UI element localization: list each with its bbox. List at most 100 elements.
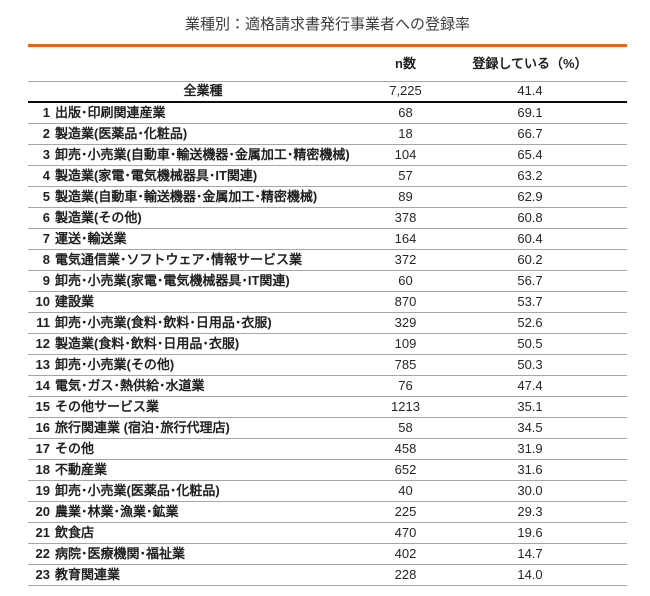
row-pct: 60.4 bbox=[433, 228, 627, 250]
table-row: 19 卸売･小売業(医薬品･化粧品) 40 30.0 bbox=[28, 480, 627, 502]
row-label: 建設業 bbox=[55, 293, 95, 309]
row-label: 製造業(家電･電気機械器具･IT関連) bbox=[55, 167, 258, 183]
row-n: 40 bbox=[378, 480, 433, 502]
row-rank: 20 bbox=[35, 503, 50, 519]
row-pct: 65.4 bbox=[433, 144, 627, 166]
row-n: 470 bbox=[378, 522, 433, 544]
row-pct: 30.0 bbox=[433, 480, 627, 502]
row-n: 329 bbox=[378, 312, 433, 334]
row-pct: 53.7 bbox=[433, 291, 627, 313]
row-label: その他サービス業 bbox=[55, 398, 160, 414]
row-rank: 6 bbox=[42, 209, 50, 225]
header-industry bbox=[28, 47, 378, 82]
row-pct: 14.0 bbox=[433, 564, 627, 586]
row-n: 18 bbox=[378, 123, 433, 145]
row-n: 1213 bbox=[378, 396, 433, 418]
total-row: 全業種 7,225 41.4 bbox=[28, 81, 627, 103]
row-pct: 52.6 bbox=[433, 312, 627, 334]
row-n: 228 bbox=[378, 564, 433, 586]
row-label: 製造業(その他) bbox=[55, 209, 142, 225]
row-rank: 21 bbox=[35, 524, 50, 540]
row-n: 57 bbox=[378, 165, 433, 187]
row-rank: 15 bbox=[35, 398, 50, 414]
row-n: 652 bbox=[378, 459, 433, 481]
row-n: 104 bbox=[378, 144, 433, 166]
table-row: 1 出版･印刷関連産業 68 69.1 bbox=[28, 102, 627, 124]
row-label: 卸売･小売業(医薬品･化粧品) bbox=[55, 482, 220, 498]
total-label: 全業種 bbox=[28, 81, 378, 103]
row-rank: 10 bbox=[35, 293, 50, 309]
row-pct: 69.1 bbox=[433, 102, 627, 124]
row-rank: 7 bbox=[42, 230, 50, 246]
row-n: 870 bbox=[378, 291, 433, 313]
row-pct: 50.3 bbox=[433, 354, 627, 376]
row-pct: 63.2 bbox=[433, 165, 627, 187]
table-row: 15 その他サービス業 1213 35.1 bbox=[28, 396, 627, 418]
row-pct: 34.5 bbox=[433, 417, 627, 439]
row-pct: 60.8 bbox=[433, 207, 627, 229]
row-pct: 56.7 bbox=[433, 270, 627, 292]
row-pct: 60.2 bbox=[433, 249, 627, 271]
row-n: 58 bbox=[378, 417, 433, 439]
row-rank: 3 bbox=[42, 146, 50, 162]
row-n: 60 bbox=[378, 270, 433, 292]
row-rank: 9 bbox=[42, 272, 50, 288]
row-n: 785 bbox=[378, 354, 433, 376]
row-label: 卸売･小売業(家電･電気機械器具･IT関連) bbox=[55, 272, 290, 288]
row-label: 運送･輸送業 bbox=[55, 230, 127, 246]
row-rank: 23 bbox=[35, 566, 50, 582]
row-label: 不動産業 bbox=[55, 461, 108, 477]
industry-rows: 1 出版･印刷関連産業 68 69.1 2 製造業(医薬品･化粧品) 18 66.7… bbox=[28, 102, 627, 586]
registration-rate-table: n数 登録している（%） 全業種 7,225 41.4 1 出版･印刷関連産業 6… bbox=[28, 47, 627, 586]
row-n: 225 bbox=[378, 501, 433, 523]
header-registered-pct: 登録している（%） bbox=[433, 47, 627, 82]
row-pct: 66.7 bbox=[433, 123, 627, 145]
row-n: 164 bbox=[378, 228, 433, 250]
table-row: 14 電気･ガス･熱供給･水道業 76 47.4 bbox=[28, 375, 627, 397]
row-rank: 8 bbox=[42, 251, 50, 267]
row-label: 製造業(食料･飲料･日用品･衣服) bbox=[55, 335, 240, 351]
row-pct: 47.4 bbox=[433, 375, 627, 397]
table-row: 6 製造業(その他) 378 60.8 bbox=[28, 207, 627, 229]
row-rank: 16 bbox=[35, 419, 50, 435]
row-rank: 4 bbox=[42, 167, 50, 183]
row-label: 農業･林業･漁業･鉱業 bbox=[55, 503, 179, 519]
table-row: 7 運送･輸送業 164 60.4 bbox=[28, 228, 627, 250]
table-row: 8 電気通信業･ソフトウェア･情報サービス業 372 60.2 bbox=[28, 249, 627, 271]
row-n: 76 bbox=[378, 375, 433, 397]
row-label: 電気･ガス･熱供給･水道業 bbox=[55, 377, 205, 393]
row-rank: 17 bbox=[35, 440, 50, 456]
header-n-count: n数 bbox=[378, 47, 433, 82]
table-row: 4 製造業(家電･電気機械器具･IT関連) 57 63.2 bbox=[28, 165, 627, 187]
table-row: 18 不動産業 652 31.6 bbox=[28, 459, 627, 481]
row-label: 病院･医療機関･福祉業 bbox=[55, 545, 186, 561]
row-pct: 29.3 bbox=[433, 501, 627, 523]
table-row: 3 卸売･小売業(自動車･輸送機器･金属加工･精密機械) 104 65.4 bbox=[28, 144, 627, 166]
row-label: 製造業(医薬品･化粧品) bbox=[55, 125, 188, 141]
row-label: 卸売･小売業(食料･飲料･日用品･衣服) bbox=[55, 314, 272, 330]
table-row: 16 旅行関連業 (宿泊･旅行代理店) 58 34.5 bbox=[28, 417, 627, 439]
row-label: 電気通信業･ソフトウェア･情報サービス業 bbox=[55, 251, 303, 267]
row-pct: 19.6 bbox=[433, 522, 627, 544]
row-label: その他 bbox=[55, 440, 95, 456]
row-n: 402 bbox=[378, 543, 433, 565]
row-n: 68 bbox=[378, 102, 433, 124]
table-row: 23 教育関連業 228 14.0 bbox=[28, 564, 627, 586]
row-rank: 1 bbox=[42, 104, 50, 120]
table-row: 9 卸売･小売業(家電･電気機械器具･IT関連) 60 56.7 bbox=[28, 270, 627, 292]
row-pct: 31.6 bbox=[433, 459, 627, 481]
total-pct: 41.4 bbox=[433, 81, 627, 103]
row-n: 458 bbox=[378, 438, 433, 460]
row-n: 109 bbox=[378, 333, 433, 355]
row-n: 372 bbox=[378, 249, 433, 271]
table-row: 2 製造業(医薬品･化粧品) 18 66.7 bbox=[28, 123, 627, 145]
row-n: 378 bbox=[378, 207, 433, 229]
table-header: n数 登録している（%） bbox=[28, 47, 627, 82]
row-rank: 13 bbox=[35, 356, 50, 372]
row-label: 出版･印刷関連産業 bbox=[55, 104, 166, 120]
row-rank: 5 bbox=[42, 188, 50, 204]
table-row: 10 建設業 870 53.7 bbox=[28, 291, 627, 313]
row-rank: 11 bbox=[36, 314, 50, 330]
table-row: 21 飲食店 470 19.6 bbox=[28, 522, 627, 544]
